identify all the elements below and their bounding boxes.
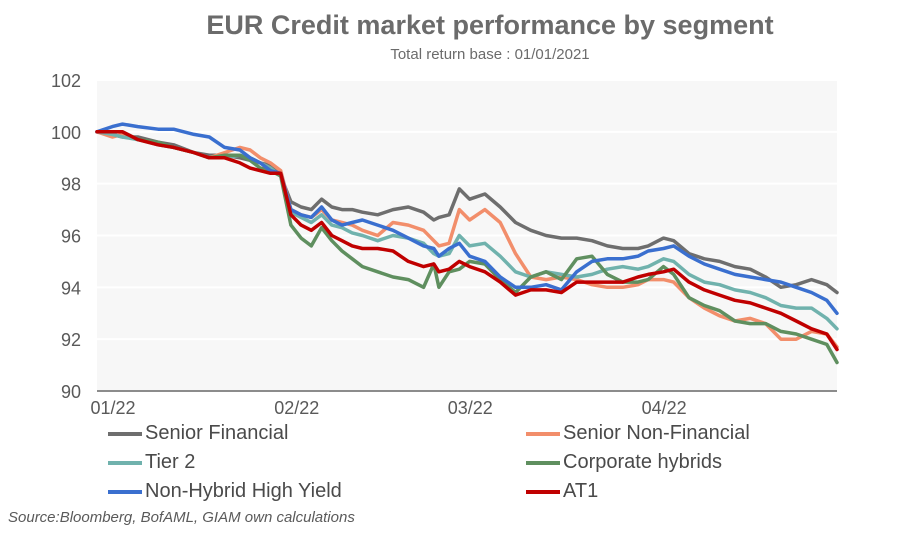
y-tick-label: 92 xyxy=(61,330,81,350)
legend-label: Non-Hybrid High Yield xyxy=(145,480,342,502)
x-tick-label: 01/22 xyxy=(90,398,135,418)
x-tick-label: 02/22 xyxy=(274,398,319,418)
series-line-corporate-hybrids xyxy=(95,130,839,365)
legend-label: Corporate hybrids xyxy=(563,451,722,473)
legend-swatch xyxy=(526,489,560,494)
legend-item-non-hybrid-high-yield: Non-Hybrid High Yield xyxy=(108,480,342,503)
y-tick-label: 102 xyxy=(51,71,81,91)
series-line-senior-non-financial xyxy=(95,130,839,349)
legend-item-senior-non-financial: Senior Non-Financial xyxy=(526,422,750,445)
x-tick-label: 03/22 xyxy=(448,398,493,418)
source-note: Source:Bloomberg, BofAML, GIAM own calcu… xyxy=(8,509,355,526)
legend-swatch xyxy=(108,460,142,465)
y-tick-label: 94 xyxy=(61,278,81,298)
legend-item-tier-2: Tier 2 xyxy=(108,451,195,474)
y-tick-label: 96 xyxy=(61,227,81,247)
legend-label: Senior Financial xyxy=(145,422,289,444)
legend-swatch xyxy=(108,431,142,436)
legend-label: AT1 xyxy=(563,480,599,502)
x-tick-label: 04/22 xyxy=(642,398,687,418)
chart-subtitle: Total return base : 01/01/2021 xyxy=(390,46,590,63)
y-tick-label: 90 xyxy=(61,382,81,402)
legend-item-senior-financial: Senior Financial xyxy=(108,422,288,445)
y-tick-label: 100 xyxy=(51,123,81,143)
legend-item-corporate-hybrids: Corporate hybrids xyxy=(526,451,722,474)
series-line-non-hybrid-high-yield xyxy=(95,122,839,316)
legend-swatch xyxy=(526,460,560,465)
line-chart: 90 92 94 96 98 100 102 01/22 02/22 03/22 04/22 xyxy=(51,71,839,418)
legend-label: Senior Non-Financial xyxy=(563,422,750,444)
chart-title: EUR Credit market performance by segment xyxy=(206,10,774,40)
series-line-senior-financial xyxy=(95,130,839,295)
legend-item-at1: AT1 xyxy=(526,480,598,503)
series-line-at1 xyxy=(95,130,839,352)
legend-label: Tier 2 xyxy=(145,451,196,473)
y-tick-label: 98 xyxy=(61,175,81,195)
legend-swatch xyxy=(526,431,560,436)
legend-swatch xyxy=(108,489,142,494)
